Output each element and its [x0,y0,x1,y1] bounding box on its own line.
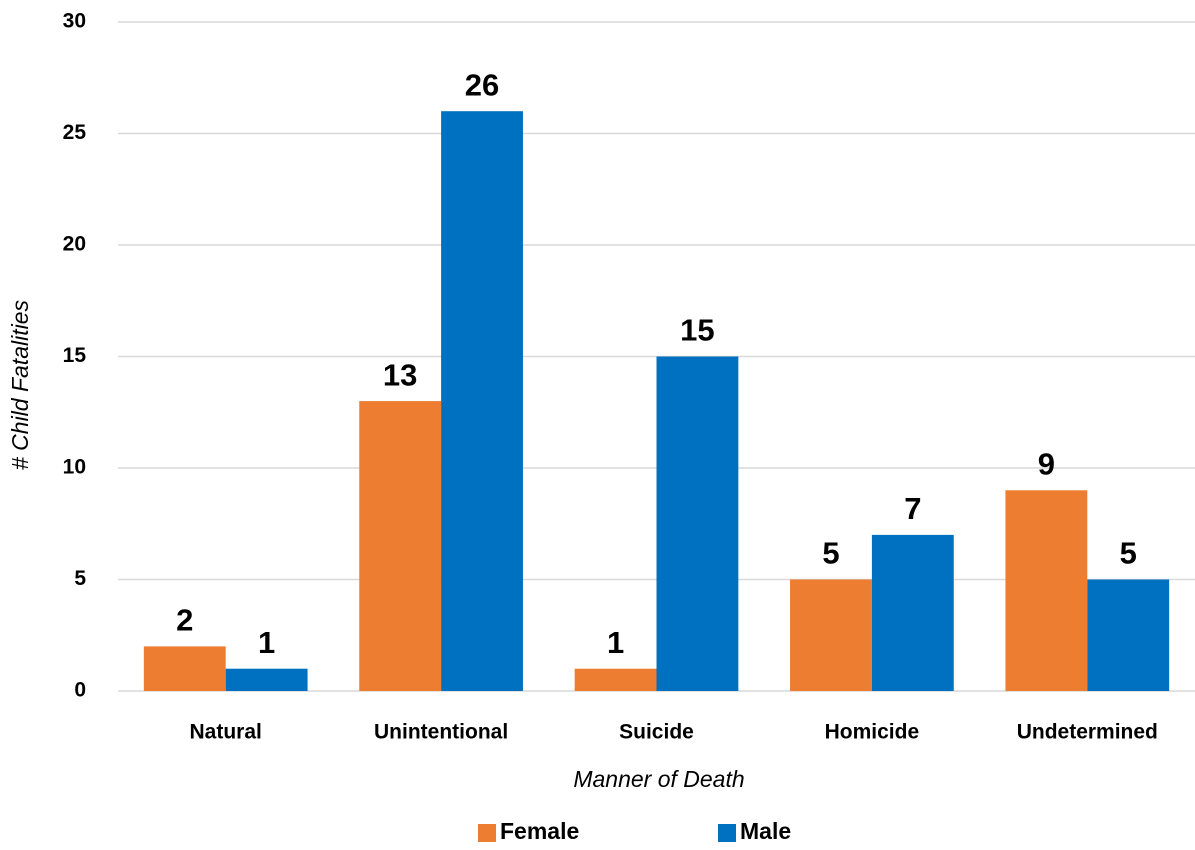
data-label: 13 [383,357,417,392]
y-tick-label: 20 [63,233,86,256]
data-label: 5 [822,536,839,571]
legend-swatch [478,824,496,842]
y-tick-label: 10 [63,456,86,479]
data-label: 7 [904,491,921,526]
y-tick-label: 30 [63,10,86,33]
data-label: 1 [258,625,275,660]
x-tick-label: Undetermined [1017,721,1158,744]
data-label: 9 [1038,446,1055,481]
x-tick-label: Natural [190,721,262,744]
data-label: 1 [607,625,624,660]
y-tick-label: 25 [63,121,87,144]
bar [359,401,442,691]
data-label: 2 [176,603,193,638]
y-axis-label: # Child Fatalities [7,299,33,470]
legend-swatch [718,824,736,842]
legend-label: Female [500,818,579,844]
x-tick-label: Unintentional [374,721,508,744]
data-label: 5 [1120,536,1137,571]
bar [871,534,954,691]
bar [441,111,523,691]
y-tick-label: 5 [74,567,86,590]
legend-label: Male [740,818,791,844]
bar [1087,579,1170,691]
bar [574,668,657,691]
data-label: 26 [465,67,499,102]
bar [1005,490,1088,691]
bar [656,356,739,691]
y-tick-label: 15 [63,344,87,367]
data-label: 15 [680,313,714,348]
x-tick-label: Homicide [825,721,920,744]
bar [225,668,308,691]
y-tick-label: 0 [74,679,86,702]
bar [790,579,872,691]
x-axis-label: Manner of Death [573,766,744,792]
bar [143,646,226,691]
x-tick-label: Suicide [619,721,694,744]
